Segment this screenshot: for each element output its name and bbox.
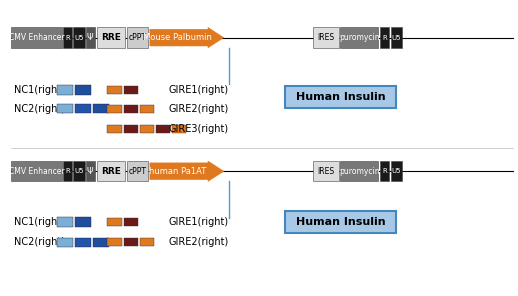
Text: GIRE1(right): GIRE1(right) (168, 85, 228, 95)
Bar (74, 28, 84, 48)
Text: cPPT: cPPT (128, 33, 146, 42)
Bar (123, 238, 138, 247)
Bar (56, 238, 73, 247)
Bar (56, 85, 73, 94)
Bar (97, 161, 125, 181)
Text: Ψ: Ψ (87, 33, 93, 42)
Bar (75, 85, 91, 94)
Text: U5: U5 (392, 35, 401, 41)
Text: U5: U5 (74, 168, 84, 174)
FancyArrow shape (150, 28, 224, 48)
Bar (156, 125, 170, 133)
Bar (140, 125, 154, 133)
Bar (285, 211, 396, 233)
Bar (140, 238, 154, 247)
Bar (107, 125, 122, 133)
Bar (56, 218, 73, 227)
Text: R: R (65, 35, 70, 41)
Bar (63, 161, 73, 181)
Text: Mouse Palbumin: Mouse Palbumin (143, 33, 212, 42)
Bar (123, 86, 138, 94)
Bar (391, 28, 402, 48)
Bar (56, 104, 73, 113)
Bar (340, 161, 379, 181)
Bar (93, 238, 109, 247)
Bar (75, 238, 91, 247)
Text: RRE: RRE (101, 167, 121, 176)
Text: Human Insulin: Human Insulin (296, 217, 385, 227)
Bar (380, 28, 389, 48)
Text: GIRE1(right): GIRE1(right) (168, 217, 228, 227)
Bar (123, 105, 138, 113)
Text: Ψ: Ψ (87, 167, 93, 176)
Bar (107, 238, 122, 247)
Text: GIRE2(right): GIRE2(right) (168, 104, 228, 114)
Text: cPPT: cPPT (128, 167, 146, 176)
Bar (63, 28, 73, 48)
Text: human Pa1AT: human Pa1AT (149, 167, 206, 176)
Bar (123, 125, 138, 133)
Bar (97, 28, 125, 48)
Bar (126, 28, 148, 48)
Bar (380, 161, 389, 181)
Bar (85, 161, 95, 181)
Bar (340, 28, 379, 48)
Bar (285, 86, 396, 108)
Bar (107, 105, 122, 113)
Text: NC2(right): NC2(right) (13, 104, 65, 114)
Bar (107, 86, 122, 94)
Text: puromycin: puromycin (339, 167, 380, 176)
Bar (312, 161, 339, 181)
Text: GIRE3(right): GIRE3(right) (168, 124, 228, 134)
Bar (126, 161, 148, 181)
Text: CMV Enhancer: CMV Enhancer (9, 167, 64, 176)
Bar (172, 125, 186, 133)
Text: R: R (65, 168, 70, 174)
Bar (93, 104, 109, 113)
Text: GIRE2(right): GIRE2(right) (168, 237, 228, 247)
Bar (75, 218, 91, 227)
FancyArrow shape (150, 161, 224, 181)
Bar (140, 105, 154, 113)
Text: U5: U5 (392, 168, 401, 174)
Text: RRE: RRE (101, 33, 121, 42)
Text: R: R (382, 35, 387, 41)
Text: Human Insulin: Human Insulin (296, 92, 385, 102)
Text: puromycin: puromycin (339, 33, 380, 42)
Text: IRES: IRES (317, 33, 334, 42)
Bar (75, 104, 91, 113)
Text: IRES: IRES (317, 167, 334, 176)
Bar (85, 28, 95, 48)
Bar (74, 161, 84, 181)
Text: NC1(right): NC1(right) (13, 85, 64, 95)
Bar (11, 28, 62, 48)
Bar (107, 218, 122, 226)
Bar (312, 28, 339, 48)
Bar (123, 218, 138, 226)
Bar (391, 161, 402, 181)
Text: U5: U5 (74, 35, 84, 41)
Text: R: R (382, 168, 387, 174)
Bar (11, 161, 62, 181)
Text: CMV Enhancer: CMV Enhancer (9, 33, 64, 42)
Text: NC2(right): NC2(right) (13, 237, 65, 247)
Text: NC1(right): NC1(right) (13, 217, 64, 227)
